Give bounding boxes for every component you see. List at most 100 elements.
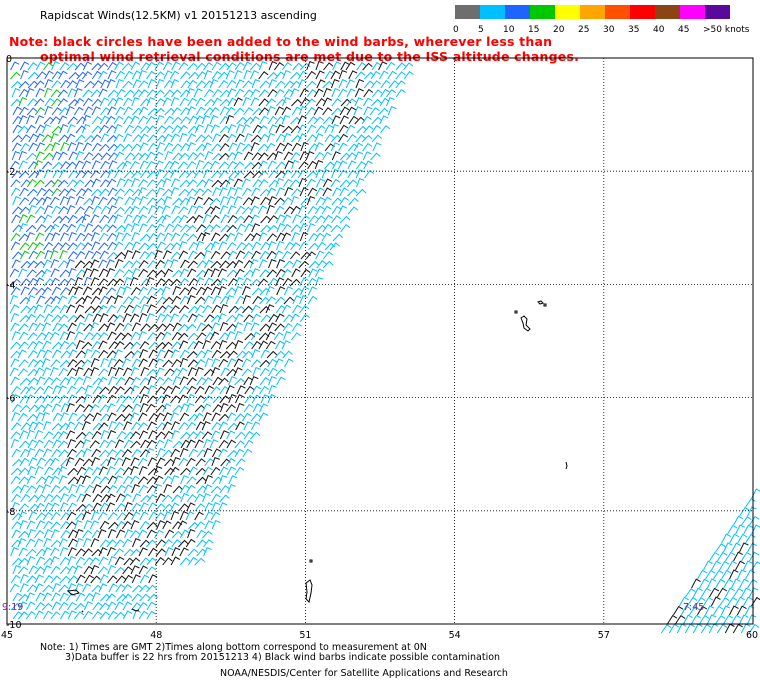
wind-barb	[107, 529, 117, 539]
wind-barb	[59, 556, 70, 566]
wind-barb	[42, 196, 52, 206]
wind-barb	[688, 606, 700, 616]
wind-barb	[57, 295, 68, 305]
wind-barb	[219, 485, 230, 494]
wind-barb	[59, 412, 69, 422]
wind-barb	[204, 357, 214, 368]
wind-barb	[129, 530, 140, 539]
island-outline	[565, 461, 568, 470]
wind-barb	[209, 214, 220, 224]
wind-barb	[225, 106, 236, 116]
wind-barb	[268, 384, 277, 395]
wind-barb	[233, 70, 243, 80]
wind-barb	[57, 385, 67, 395]
wind-barb	[354, 97, 364, 107]
wind-barb	[58, 394, 69, 404]
wind-barb	[26, 556, 36, 566]
wind-barb	[124, 152, 135, 161]
wind-barb	[164, 368, 175, 377]
wind-barb	[212, 187, 222, 197]
wind-barb	[84, 574, 94, 584]
wind-barb	[218, 502, 228, 512]
wind-barb	[11, 259, 21, 269]
wind-barb	[90, 89, 101, 98]
wind-barb	[162, 377, 173, 386]
wind-barb	[58, 449, 69, 458]
wind-barb	[114, 259, 124, 269]
wind-barb	[171, 547, 181, 557]
wind-barb	[291, 159, 300, 170]
wind-barb	[50, 529, 60, 539]
wind-barb	[258, 133, 269, 143]
wind-barb	[97, 511, 108, 521]
wind-barb	[684, 588, 696, 598]
wind-barb	[210, 341, 221, 350]
wind-barb	[252, 107, 263, 116]
wind-barb	[297, 115, 307, 125]
wind-barb	[60, 142, 69, 152]
wind-barb	[348, 115, 359, 125]
wind-barb	[98, 286, 108, 296]
wind-barb	[171, 494, 182, 503]
wind-barb	[84, 250, 94, 260]
wind-barb	[113, 421, 124, 431]
wind-barb	[92, 502, 102, 512]
wind-barb	[170, 133, 180, 143]
wind-barb	[243, 170, 255, 179]
wind-barb	[300, 97, 310, 107]
wind-barb	[90, 322, 99, 332]
wind-barb	[140, 62, 151, 71]
wind-barb	[170, 421, 180, 431]
wind-barb	[156, 422, 167, 431]
wind-barb	[749, 551, 760, 562]
wind-barb	[187, 260, 198, 269]
wind-barb	[252, 124, 263, 134]
wind-barb	[274, 323, 285, 332]
wind-barb	[41, 134, 52, 143]
wind-barb	[65, 456, 75, 467]
wind-barb	[259, 250, 270, 260]
wind-barb	[49, 196, 60, 206]
wind-barb	[250, 88, 261, 98]
wind-barb	[290, 80, 301, 89]
wind-barb	[50, 268, 60, 278]
wind-barb	[195, 277, 205, 287]
wind-barb	[307, 116, 318, 125]
wind-barb	[194, 439, 204, 449]
wind-barb	[43, 385, 53, 395]
wind-barb	[131, 170, 142, 179]
wind-barb	[234, 61, 245, 71]
wind-barb	[196, 485, 207, 494]
wind-barb	[42, 511, 53, 521]
wind-barb	[212, 404, 223, 413]
wind-barb	[233, 358, 244, 368]
wind-barb	[306, 223, 316, 233]
wind-barb	[187, 367, 197, 377]
wind-barb	[100, 152, 111, 161]
wind-barb	[162, 449, 173, 458]
wind-barb	[75, 528, 84, 539]
wind-barb	[250, 196, 260, 206]
wind-barb	[195, 97, 206, 107]
wind-barb	[123, 439, 134, 449]
wind-barb	[139, 233, 151, 242]
wind-barb	[113, 314, 125, 323]
wind-barb	[68, 267, 77, 278]
wind-barb	[155, 125, 166, 134]
wind-barb	[155, 493, 166, 503]
wind-barb	[25, 224, 37, 233]
wind-barb	[26, 107, 38, 116]
wind-barb	[65, 259, 75, 269]
wind-barb	[75, 537, 84, 548]
wind-barb	[241, 187, 252, 197]
wind-barb	[146, 601, 157, 611]
wind-barb	[195, 159, 205, 170]
wind-barb	[49, 475, 60, 485]
wind-barb	[187, 359, 198, 368]
wind-barb	[50, 259, 60, 269]
wind-barb	[91, 98, 103, 107]
wind-barb	[132, 89, 143, 98]
wind-barb	[35, 287, 46, 296]
wind-barb	[146, 125, 157, 134]
wind-barb	[212, 152, 223, 161]
